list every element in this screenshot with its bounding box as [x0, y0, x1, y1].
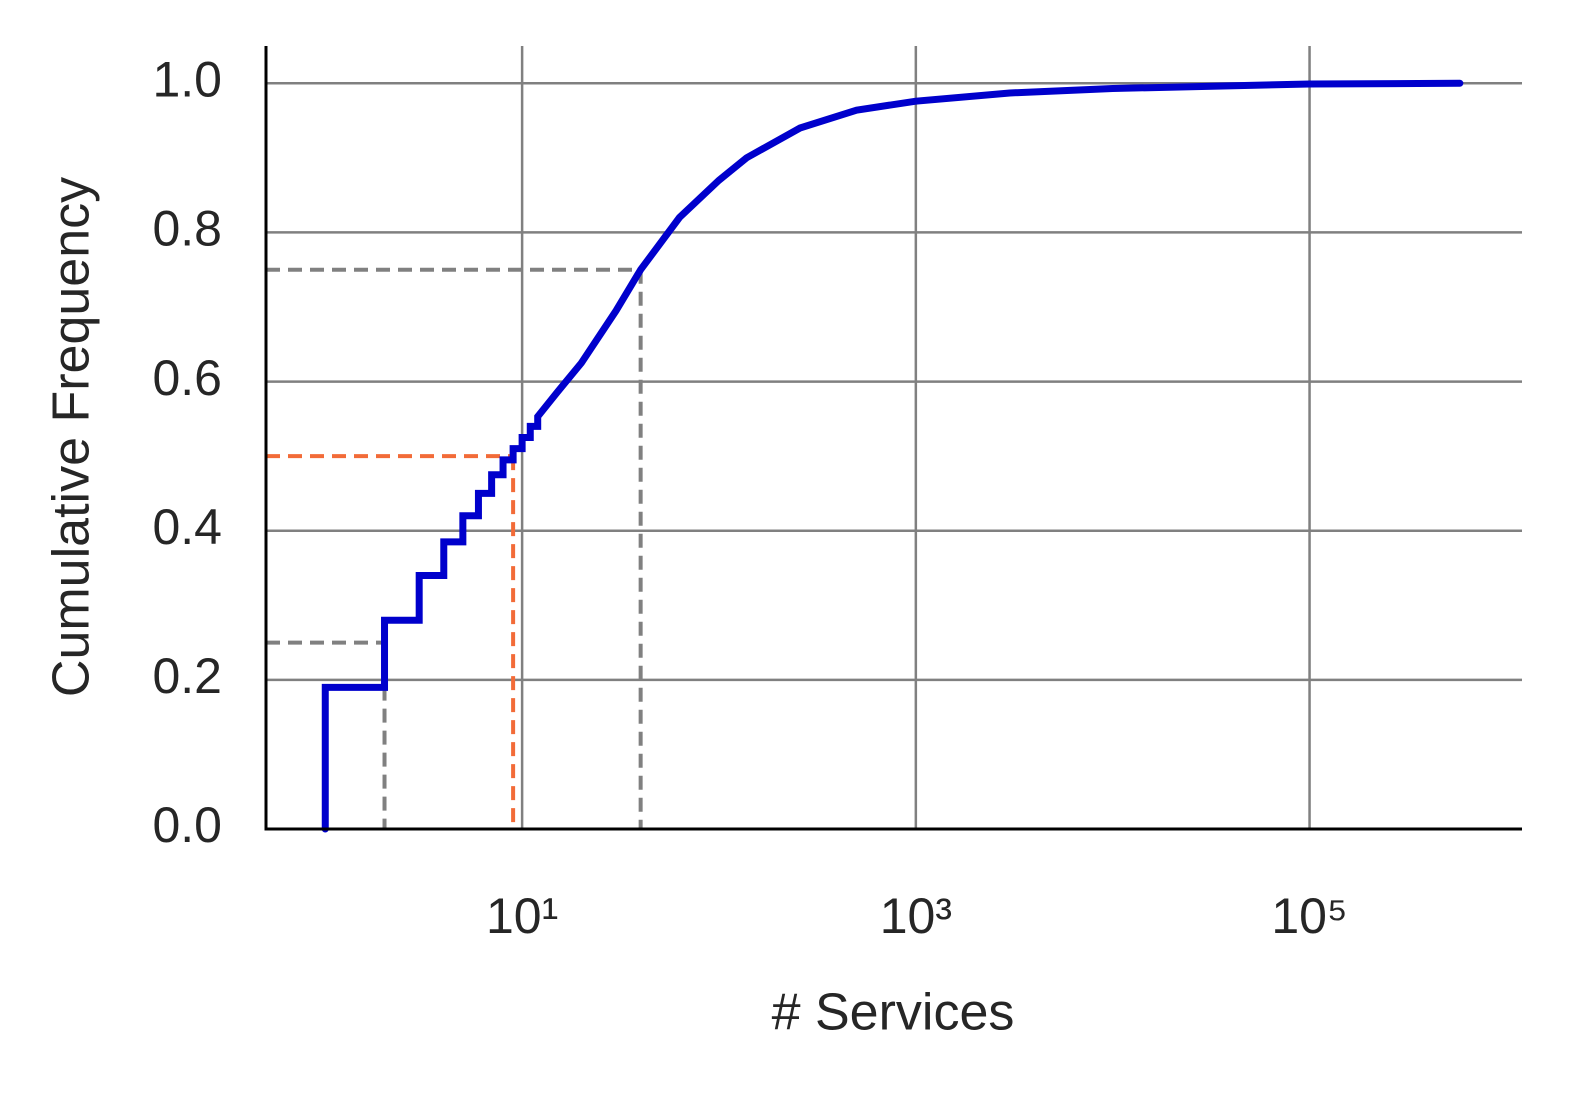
x-tick-label: 10¹ [486, 888, 558, 944]
y-tick-label: 1.0 [152, 51, 222, 107]
y-axis-label: Cumulative Frequency [43, 177, 101, 697]
y-tick-label: 0.4 [152, 499, 222, 555]
y-tick-label: 0.0 [152, 797, 222, 853]
x-tick-label: 10⁵ [1271, 888, 1347, 944]
x-tick-label: 10³ [880, 888, 952, 944]
cdf-line [321, 79, 1464, 833]
x-axis-label: # Services [772, 984, 1015, 1042]
y-tick-label: 0.6 [152, 350, 222, 406]
y-tick-label: 0.8 [152, 201, 222, 257]
y-tick-label: 0.2 [152, 648, 222, 704]
